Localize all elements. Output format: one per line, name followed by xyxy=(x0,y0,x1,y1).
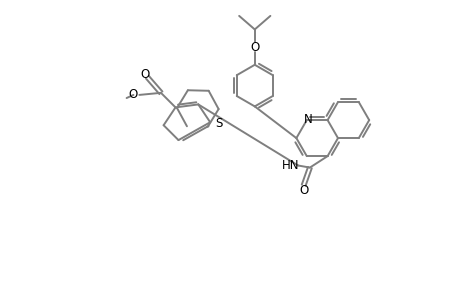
Text: O: O xyxy=(140,68,150,81)
Text: HN: HN xyxy=(281,159,298,172)
Text: N: N xyxy=(303,112,312,126)
Text: O: O xyxy=(298,184,308,197)
Text: O: O xyxy=(128,88,137,101)
Text: O: O xyxy=(250,40,259,54)
Text: S: S xyxy=(215,117,222,130)
